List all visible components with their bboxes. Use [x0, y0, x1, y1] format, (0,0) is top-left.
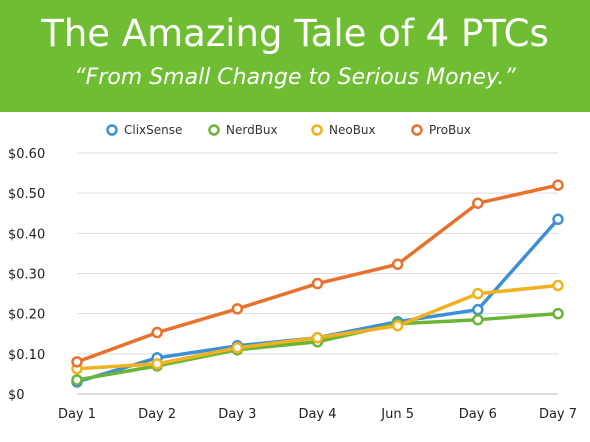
- y-axis-ticks: $0 $0.10 $0.20 $0.30 $0.40 $0.50 $0.60: [8, 147, 45, 403]
- data-point-neobux: [311, 332, 324, 344]
- page-title: The Amazing Tale of 4 PTCs: [41, 12, 549, 55]
- data-point-nerdbux: [472, 313, 484, 326]
- y-tick-label: $0.30: [8, 268, 45, 283]
- legend-label: NerdBux: [226, 123, 278, 137]
- legend-marker: [106, 124, 118, 136]
- data-point-nerdbux: [552, 307, 564, 320]
- data-point-probux: [71, 356, 83, 368]
- x-tick-label: Day 2: [138, 407, 176, 422]
- data-point-probux: [472, 197, 484, 209]
- y-tick-label: $0.50: [8, 187, 45, 202]
- legend-item-nerdbux: NerdBux: [208, 123, 278, 137]
- data-point-probux: [231, 303, 244, 315]
- y-tick-label: $0: [8, 388, 25, 403]
- legend: ClixSense NerdBux NeoBux ProBux: [106, 123, 471, 137]
- series-line-clixsense: [75, 217, 560, 384]
- title-banner: The Amazing Tale of 4 PTCs “From Small C…: [0, 0, 590, 112]
- legend-item-probux: ProBux: [411, 123, 471, 137]
- y-tick-label: $0.20: [8, 308, 45, 323]
- legend-label: ProBux: [429, 123, 471, 137]
- y-tick-label: $0.40: [8, 227, 45, 242]
- legend-item-clixsense: ClixSense: [106, 123, 182, 137]
- data-point-probux: [391, 258, 404, 271]
- x-axis-ticks: Day 1 Day 2 Day 3 Day 4 Jun 5 Day 6 Day 7: [58, 407, 577, 422]
- y-tick-label: $0.10: [8, 348, 45, 363]
- x-tick-label: Jun 5: [380, 407, 414, 422]
- data-point-neobux: [231, 342, 244, 354]
- data-point-probux: [151, 326, 163, 339]
- x-tick-label: Day 7: [539, 407, 577, 422]
- legend-item-neobux: NeoBux: [311, 123, 376, 137]
- grid-lines: [77, 152, 558, 395]
- data-point-probux: [311, 277, 324, 290]
- series-points: [71, 179, 564, 388]
- legend-label: NeoBux: [329, 123, 376, 137]
- x-tick-label: Day 1: [58, 407, 96, 422]
- line-chart: $0$0.10$0.20$0.30$0.40$0.50$0.60 Day 1 Da…: [8, 123, 577, 422]
- data-point-neobux: [472, 287, 484, 300]
- data-point-neobux: [391, 319, 404, 332]
- legend-label: ClixSense: [124, 123, 182, 137]
- data-point-nerdbux: [71, 374, 83, 386]
- legend-marker: [411, 124, 423, 136]
- data-point-probux: [552, 179, 564, 191]
- legend-marker: [208, 124, 220, 136]
- page-subtitle: “From Small Change to Serious Money.”: [74, 65, 516, 90]
- y-tick-label: $0.60: [8, 147, 45, 162]
- x-tick-label: Day 3: [218, 407, 256, 422]
- data-point-clixsense: [552, 213, 564, 226]
- data-point-clixsense: [472, 303, 484, 316]
- data-point-neobux: [552, 279, 564, 292]
- data-point-neobux: [151, 358, 163, 370]
- legend-marker: [311, 124, 323, 136]
- x-tick-label: Day 4: [298, 407, 336, 422]
- x-tick-label: Day 6: [459, 407, 497, 422]
